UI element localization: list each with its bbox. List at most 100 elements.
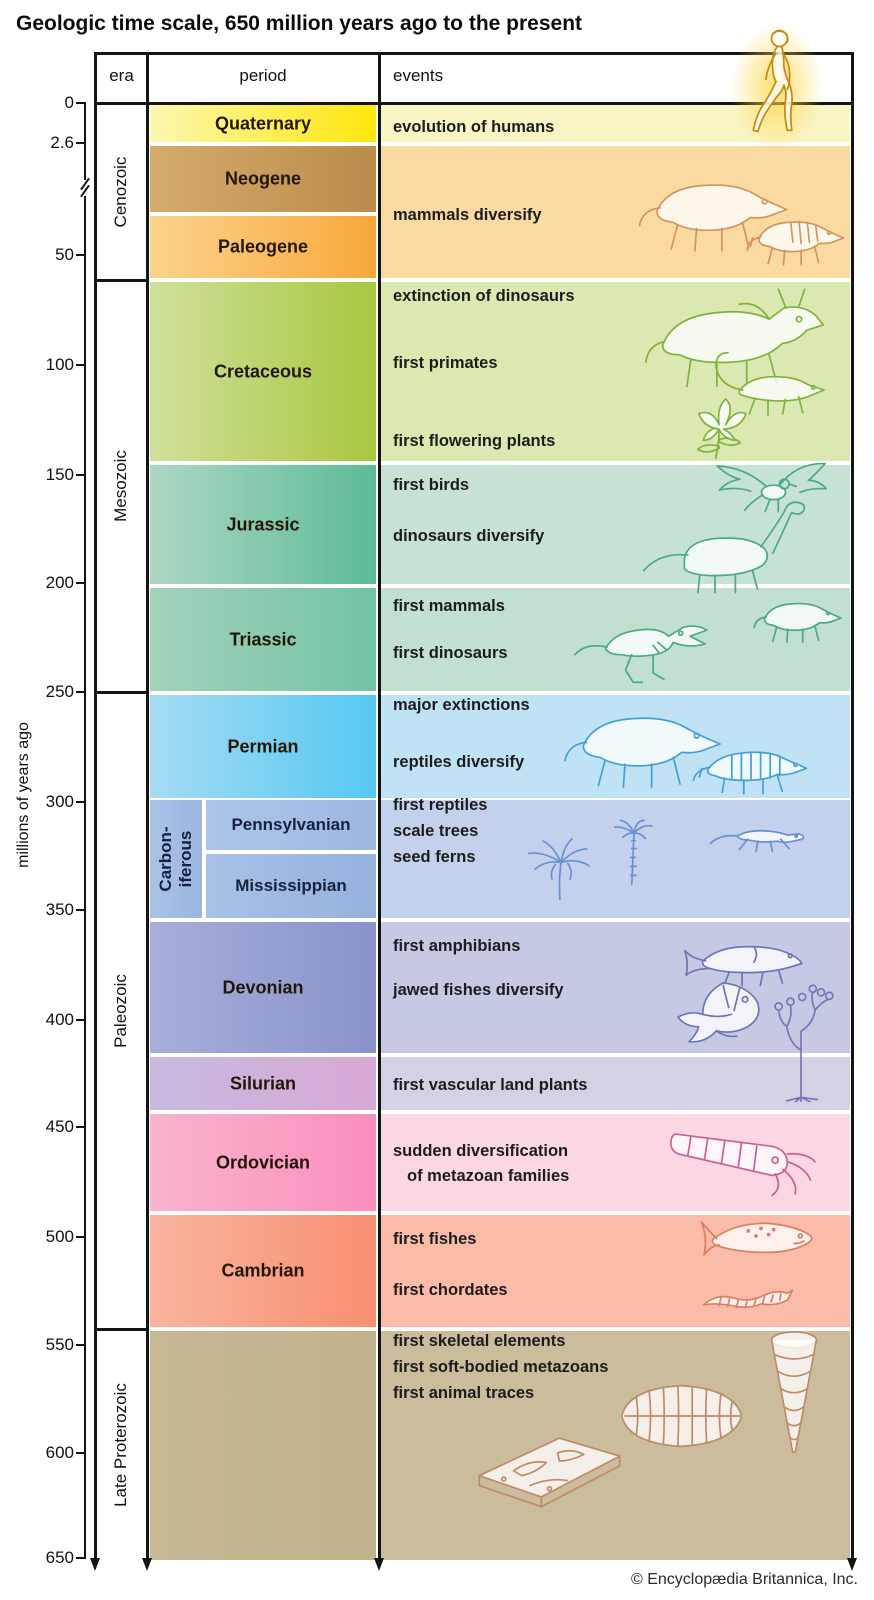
axis-tick-label: 300 — [45, 792, 74, 811]
period-box-ordovician — [150, 1114, 376, 1211]
axis-tick-mark — [76, 1019, 85, 1021]
event-label: mammals diversify — [393, 206, 542, 224]
event-label: sudden diversification — [393, 1142, 569, 1160]
table-border-top — [94, 52, 854, 55]
event-label: seed ferns — [393, 848, 476, 866]
period-label-neogene: Neogene — [224, 168, 302, 189]
event-label: first fishes — [393, 1230, 477, 1248]
event-label: first reptiles — [393, 796, 488, 814]
period-label-quaternary: Quaternary — [214, 113, 312, 133]
event-label: extinction of dinosaurs — [393, 287, 575, 305]
era-label-late-proterozoic: Late Proterozoic — [111, 1382, 130, 1507]
period-box-cretaceous — [150, 282, 376, 461]
period-label-triassic: Triassic — [229, 629, 297, 649]
period-box-jurassic — [150, 465, 376, 584]
axis-tick-label: 150 — [45, 465, 74, 484]
column-header-era: era — [109, 66, 134, 85]
axis-tick-label: 400 — [45, 1010, 74, 1029]
era-divider — [94, 691, 149, 694]
event-label: first mammals — [393, 597, 505, 615]
events-band-ordovician — [381, 1114, 850, 1211]
axis-tick-label: 500 — [45, 1227, 74, 1246]
axis-tick-mark — [76, 1557, 85, 1559]
event-label: first skeletal elements — [393, 1332, 566, 1350]
axis-tick-mark — [76, 102, 85, 104]
period-label-pennsylvanian: Pennsylvanian — [231, 815, 351, 834]
axis-tick-label: 0 — [64, 93, 74, 112]
period-label-jurassic: Jurassic — [226, 514, 300, 534]
axis-tick-mark — [76, 801, 85, 803]
period-events-divider — [378, 52, 381, 1560]
axis-tick-mark — [76, 1452, 85, 1454]
period-box-mississippian — [206, 854, 376, 918]
credit: © Encyclopædia Britannica, Inc. — [630, 1571, 858, 1588]
axis-tick-mark — [76, 909, 85, 911]
event-label: first soft-bodied metazoans — [393, 1358, 609, 1376]
era-label-mesozoic: Mesozoic — [111, 450, 130, 522]
axis-tick-mark — [76, 1236, 85, 1238]
period-box-cambrian — [150, 1215, 376, 1327]
era-column-left-border — [94, 52, 97, 1560]
era-label-cenozoic: Cenozoic — [111, 156, 130, 227]
event-label: first vascular land plants — [393, 1076, 588, 1094]
period-events-divider-arrow — [373, 1558, 384, 1571]
period-box-triassic — [150, 588, 376, 691]
period-box-quaternary — [150, 105, 376, 142]
period-box-permian — [150, 695, 376, 798]
period-label-paleogene: Paleogene — [217, 236, 309, 257]
period-box-pennsylvanian — [206, 800, 376, 850]
era-period-divider-arrow — [141, 1558, 152, 1571]
axis-tick-label: 450 — [45, 1117, 74, 1136]
event-label: reptiles diversify — [393, 753, 525, 771]
event-label: evolution of humans — [393, 118, 555, 136]
period-label-cambrian: Cambrian — [221, 1260, 305, 1281]
table-border-header-bottom — [94, 102, 854, 105]
axis-tick-label: 100 — [45, 355, 74, 374]
event-label: jawed fishes diversify — [393, 981, 564, 999]
axis-tick-label: 2.6 — [50, 133, 74, 152]
axis-tick-label: 650 — [45, 1548, 74, 1567]
period-box-silurian — [150, 1057, 376, 1110]
era-period-divider — [146, 52, 149, 1560]
period-label-mississippian: Mississippian — [235, 876, 347, 895]
time-axis-line — [84, 102, 86, 1559]
period-box-paleogene — [150, 216, 376, 278]
era-column-left-border-arrow — [89, 1558, 100, 1571]
axis-tick-mark — [76, 142, 85, 144]
period-label-carboniferous: Carbon- iferous — [156, 826, 195, 892]
axis-tick-label: 350 — [45, 900, 74, 919]
event-label: major extinctions — [393, 696, 530, 714]
axis-tick-mark — [76, 364, 85, 366]
era-label-paleozoic: Paleozoic — [111, 973, 130, 1048]
axis-tick-label: 50 — [55, 245, 74, 264]
column-header-events: events — [393, 66, 444, 85]
axis-tick-mark — [76, 1126, 85, 1128]
period-box-carboniferous — [150, 800, 202, 918]
era-divider — [94, 279, 149, 282]
period-box-devonian — [150, 922, 376, 1053]
period-box-late-proterozoic-box — [150, 1331, 376, 1560]
axis-tick-label: 550 — [45, 1335, 74, 1354]
event-label: first chordates — [393, 1281, 508, 1299]
page-title: Geologic time scale, 650 million years a… — [16, 12, 583, 35]
period-box-neogene — [150, 146, 376, 212]
event-label: scale trees — [393, 822, 479, 840]
period-label-permian: Permian — [227, 736, 299, 756]
era-divider — [94, 1328, 149, 1331]
event-label: first flowering plants — [393, 432, 556, 450]
event-label: first birds — [393, 476, 470, 494]
events-band-silurian — [381, 1057, 850, 1110]
event-label: first dinosaurs — [393, 644, 508, 662]
axis-tick-mark — [76, 582, 85, 584]
events-right-border — [851, 52, 854, 1560]
axis-tick-label: 200 — [45, 573, 74, 592]
event-label: first animal traces — [393, 1384, 535, 1402]
period-label-devonian: Devonian — [222, 977, 304, 997]
events-right-border-arrow — [846, 1558, 857, 1571]
period-label-cretaceous: Cretaceous — [213, 361, 313, 381]
axis-tick-label: 600 — [45, 1443, 74, 1462]
human-glow — [730, 22, 824, 152]
event-label: first amphibians — [393, 937, 521, 955]
column-header-period: period — [239, 66, 287, 85]
